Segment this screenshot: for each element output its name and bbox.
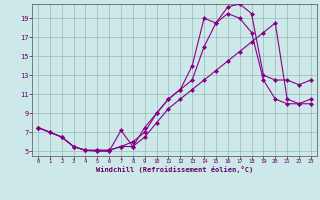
X-axis label: Windchill (Refroidissement éolien,°C): Windchill (Refroidissement éolien,°C): [96, 166, 253, 173]
